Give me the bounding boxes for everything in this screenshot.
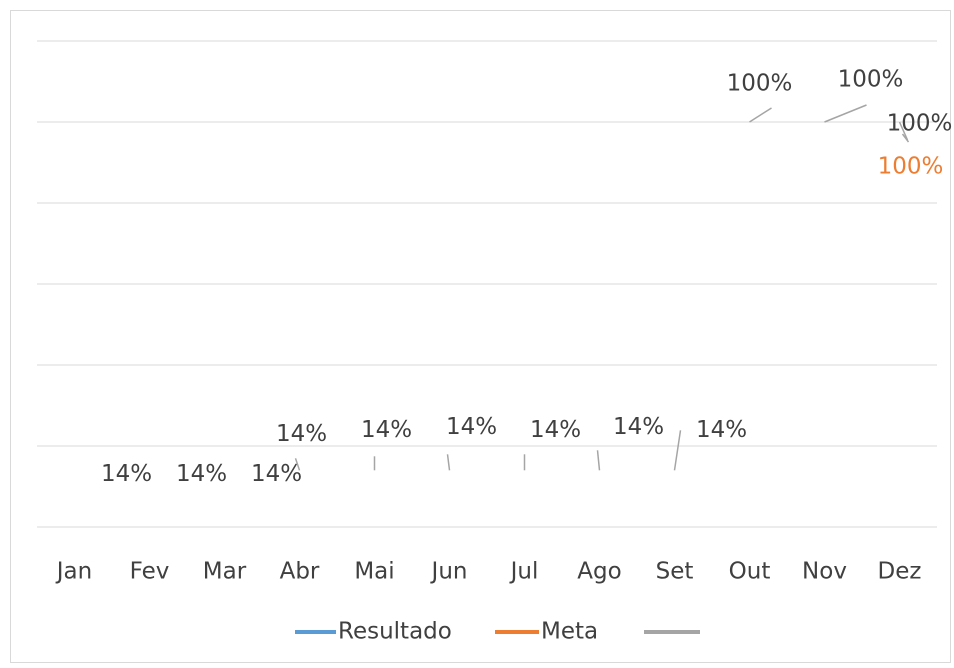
data-label: 14% <box>276 421 327 447</box>
leader-line <box>446 454 451 471</box>
leader-line <box>749 107 772 123</box>
chart-border <box>10 10 951 663</box>
data-label: 14% <box>361 417 412 443</box>
data-label: 14% <box>251 461 302 487</box>
data-label: 14% <box>696 417 747 443</box>
x-tick-label: Fev <box>130 559 170 585</box>
data-label: 100% <box>878 154 944 180</box>
data-label: 100% <box>838 67 904 93</box>
leader-line <box>596 450 601 471</box>
data-label: 14% <box>176 461 227 487</box>
x-tick-label: Ago <box>577 559 621 585</box>
leader-line <box>898 121 909 141</box>
data-label: 14% <box>530 417 581 443</box>
x-tick-label: Set <box>656 559 694 585</box>
x-tick-label: Jun <box>430 559 468 585</box>
leader-line <box>901 133 910 143</box>
data-label: 14% <box>101 461 152 487</box>
x-tick-label: Mai <box>354 559 394 585</box>
x-tick-label: Dez <box>878 559 922 585</box>
data-label: 14% <box>613 414 664 440</box>
legend-label: Meta <box>541 619 598 645</box>
legend-label: Resultado <box>338 619 452 645</box>
data-label: 14% <box>446 414 497 440</box>
x-tick-label: Jan <box>55 559 92 585</box>
leader-line <box>294 458 301 471</box>
data-label: 100% <box>727 71 793 97</box>
x-tick-label: Jul <box>509 559 539 585</box>
x-tick-label: Out <box>729 559 771 585</box>
x-tick-label: Mar <box>203 559 247 585</box>
leader-line <box>673 430 682 471</box>
x-tick-label: Abr <box>280 559 320 585</box>
leader-line <box>824 104 867 123</box>
data-label: 100% <box>887 111 953 137</box>
x-tick-label: Nov <box>802 559 847 585</box>
